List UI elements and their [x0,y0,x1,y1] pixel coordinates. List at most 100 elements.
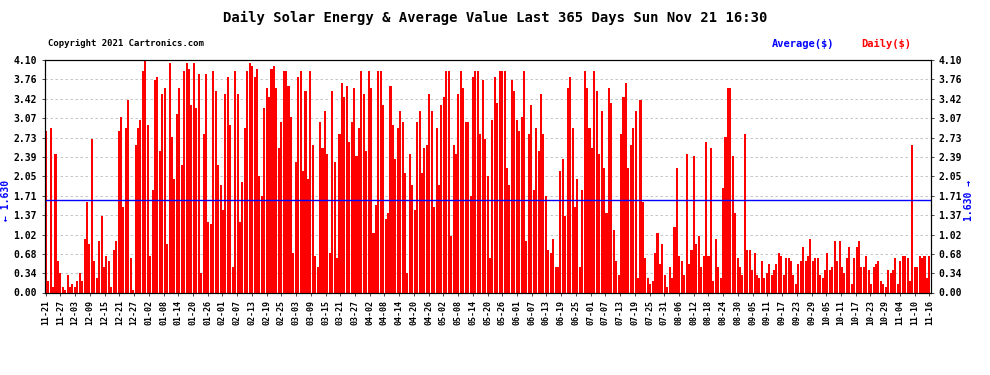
Bar [860,267,862,292]
Bar [424,148,426,292]
Bar [300,71,302,292]
Bar [69,287,71,292]
Bar [491,120,493,292]
Bar [778,253,780,292]
Bar [50,128,51,292]
Bar [518,131,520,292]
Bar [557,267,559,292]
Bar [720,278,722,292]
Bar [785,258,787,292]
Bar [547,250,549,292]
Bar [125,128,127,292]
Bar [346,86,347,292]
Bar [509,185,511,292]
Bar [101,216,103,292]
Bar [455,154,457,292]
Bar [780,256,782,292]
Bar [625,82,627,292]
Bar [477,71,479,292]
Bar [651,281,653,292]
Bar [824,270,826,292]
Bar [411,185,414,292]
Bar [805,261,807,292]
Bar [671,278,673,292]
Bar [472,77,474,292]
Bar [317,267,319,292]
Bar [523,71,525,292]
Bar [247,71,248,292]
Bar [128,100,130,292]
Bar [120,117,122,292]
Bar [429,94,431,292]
Bar [603,168,605,292]
Bar [64,290,66,292]
Bar [380,71,382,292]
Bar [365,151,367,292]
Bar [436,128,438,292]
Bar [606,213,608,292]
Bar [441,105,443,292]
Bar [618,276,620,292]
Bar [244,128,246,292]
Bar [877,261,879,292]
Bar [118,131,120,292]
Bar [397,128,399,292]
Bar [535,128,538,292]
Bar [156,77,158,292]
Bar [596,91,598,292]
Bar [314,256,316,292]
Bar [230,125,232,292]
Bar [355,156,357,292]
Bar [416,122,418,292]
Bar [322,148,324,292]
Bar [350,122,352,292]
Bar [837,261,839,292]
Bar [686,154,688,292]
Bar [329,253,331,292]
Bar [132,290,135,292]
Bar [171,136,173,292]
Bar [797,264,799,292]
Bar [145,60,147,292]
Bar [149,256,151,292]
Bar [593,71,595,292]
Bar [178,88,180,292]
Bar [581,190,583,292]
Bar [727,88,729,292]
Bar [457,94,459,292]
Bar [511,80,513,292]
Bar [773,270,775,292]
Bar [360,71,362,292]
Bar [239,222,241,292]
Bar [421,173,423,292]
Bar [698,236,700,292]
Bar [526,242,528,292]
Bar [872,267,874,292]
Bar [887,270,889,292]
Bar [656,233,658,292]
Bar [399,111,401,292]
Bar [710,148,712,292]
Bar [586,88,588,292]
Bar [188,69,190,292]
Bar [715,238,717,292]
Bar [96,278,98,292]
Bar [336,258,339,292]
Bar [579,267,581,292]
Bar [450,236,452,292]
Bar [81,281,83,292]
Bar [916,267,919,292]
Bar [389,86,391,292]
Bar [203,134,205,292]
Bar [248,63,250,292]
Bar [486,176,489,292]
Bar [751,270,753,292]
Bar [513,91,516,292]
Bar [66,276,68,292]
Bar [305,91,307,292]
Bar [554,267,556,292]
Bar [929,256,931,292]
Bar [613,230,615,292]
Bar [242,182,244,292]
Bar [307,179,309,292]
